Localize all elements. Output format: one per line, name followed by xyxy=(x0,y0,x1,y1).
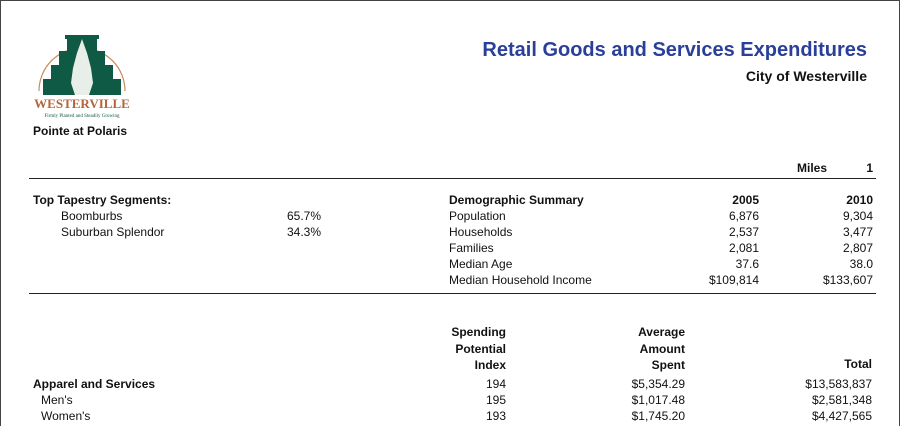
svg-text:Firmly Planted and Steadily Gr: Firmly Planted and Steadily Growing xyxy=(45,114,120,119)
total-spent: $13,583,837 xyxy=(805,377,872,391)
average-spent: $1,745.20 xyxy=(631,409,685,423)
logo-text: WESTERVILLE xyxy=(34,96,130,111)
total-spent: $2,581,348 xyxy=(811,393,872,407)
tapestry-pct: 65.7% xyxy=(286,209,321,223)
col-2005: 2005 xyxy=(732,193,759,207)
value-2010: 3,477 xyxy=(842,225,873,239)
value-2010: $133,607 xyxy=(822,273,873,287)
divider xyxy=(29,293,876,294)
demographic-name: Households xyxy=(449,225,513,239)
spending-index: 194 xyxy=(485,377,506,391)
westerville-logo: WESTERVILLE Firmly Planted and Steadily … xyxy=(33,33,131,121)
index-header: Spending Potential Index xyxy=(451,325,506,372)
value-2010: 2,807 xyxy=(842,241,873,255)
demographic-label: Demographic Summary xyxy=(449,193,584,207)
spending-category: Men's xyxy=(41,393,73,407)
tapestry-segment: Suburban Splendor xyxy=(61,225,165,239)
miles-label: Miles xyxy=(797,161,828,175)
spending-index: 195 xyxy=(485,393,506,407)
average-spent: $5,354.29 xyxy=(631,377,685,391)
value-2005: 37.6 xyxy=(735,257,759,271)
value-2010: 38.0 xyxy=(849,257,873,271)
demographic-name: Families xyxy=(449,241,494,255)
page-title: Retail Goods and Services Expenditures xyxy=(482,39,867,61)
spending-index: 193 xyxy=(485,409,506,423)
demographic-name: Population xyxy=(449,209,506,223)
value-2010: 9,304 xyxy=(842,209,873,223)
value-2005: 2,081 xyxy=(728,241,759,255)
average-spent: $1,017.48 xyxy=(631,393,685,407)
spending-category: Apparel and Services xyxy=(33,377,156,391)
site-name: Pointe at Polaris xyxy=(33,124,128,138)
demographic-name: Median Household Income xyxy=(449,273,592,287)
spending-category: Women's xyxy=(41,409,91,423)
avg-header: Average Amount Spent xyxy=(638,325,685,372)
miles-value: 1 xyxy=(866,161,873,175)
city-subtitle: City of Westerville xyxy=(745,68,867,84)
demographic-name: Median Age xyxy=(449,257,513,271)
col-2010: 2010 xyxy=(846,193,873,207)
total-header: Total xyxy=(844,357,872,371)
value-2005: $109,814 xyxy=(708,273,759,287)
tapestry-label: Top Tapestry Segments: xyxy=(33,193,172,207)
tapestry-segment: Boomburbs xyxy=(61,209,123,223)
tapestry-pct: 34.3% xyxy=(286,225,321,239)
value-2005: 6,876 xyxy=(728,209,759,223)
total-spent: $4,427,565 xyxy=(811,409,872,423)
divider xyxy=(29,178,876,179)
value-2005: 2,537 xyxy=(728,225,759,239)
